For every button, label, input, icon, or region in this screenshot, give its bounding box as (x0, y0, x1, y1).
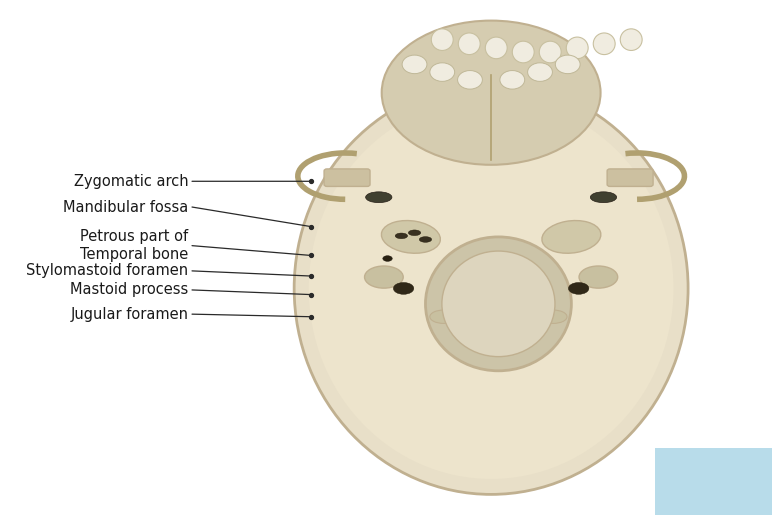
Ellipse shape (432, 29, 453, 50)
Ellipse shape (500, 71, 525, 89)
Text: Petrous part of
Temporal bone: Petrous part of Temporal bone (80, 229, 188, 263)
Ellipse shape (593, 33, 615, 55)
Ellipse shape (309, 98, 673, 479)
Ellipse shape (395, 233, 408, 239)
Ellipse shape (383, 256, 392, 262)
Ellipse shape (527, 63, 553, 81)
Ellipse shape (591, 192, 617, 203)
Ellipse shape (408, 230, 421, 235)
Ellipse shape (366, 192, 392, 203)
Text: Zygomatic arch: Zygomatic arch (74, 174, 188, 189)
Ellipse shape (542, 220, 601, 253)
FancyBboxPatch shape (324, 169, 370, 186)
Ellipse shape (402, 55, 427, 74)
Text: Mastoid process: Mastoid process (70, 282, 188, 298)
Ellipse shape (294, 82, 688, 494)
Ellipse shape (419, 237, 432, 242)
Ellipse shape (458, 71, 482, 89)
Ellipse shape (430, 63, 455, 81)
FancyBboxPatch shape (607, 169, 653, 186)
Ellipse shape (540, 41, 561, 63)
Ellipse shape (364, 266, 403, 288)
Ellipse shape (430, 310, 458, 323)
Ellipse shape (513, 41, 534, 63)
Ellipse shape (394, 282, 414, 295)
Ellipse shape (620, 29, 642, 50)
Ellipse shape (459, 33, 480, 55)
Text: Stylomastoid foramen: Stylomastoid foramen (26, 263, 188, 279)
Ellipse shape (567, 37, 588, 59)
Ellipse shape (568, 282, 589, 295)
Ellipse shape (381, 220, 440, 253)
Ellipse shape (540, 310, 567, 323)
Text: Jugular foramen: Jugular foramen (70, 306, 188, 322)
Ellipse shape (486, 37, 507, 59)
Ellipse shape (381, 21, 601, 165)
Bar (655, 448, 772, 515)
Ellipse shape (442, 251, 555, 357)
Text: Mandibular fossa: Mandibular fossa (63, 199, 188, 215)
Ellipse shape (555, 55, 580, 74)
Ellipse shape (425, 237, 571, 371)
Ellipse shape (579, 266, 618, 288)
